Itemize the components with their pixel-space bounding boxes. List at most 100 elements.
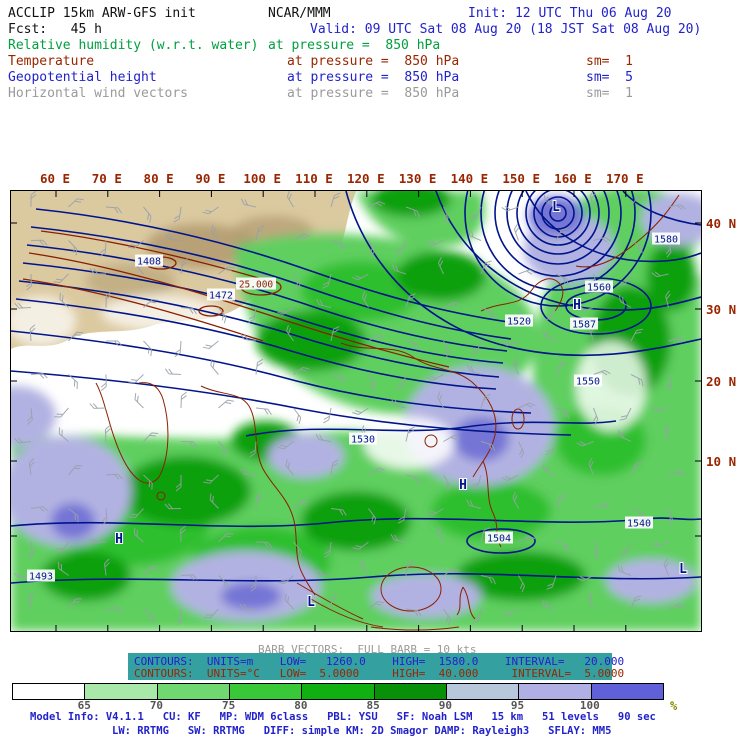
height-contour-label: 1580 — [654, 235, 678, 246]
wind-barb — [368, 334, 385, 342]
height-contour-label: 1504 — [487, 534, 511, 545]
wind-barb — [293, 541, 302, 558]
wind-barb — [27, 541, 34, 559]
wind-barb — [513, 357, 519, 375]
contour-label-bg — [625, 516, 653, 529]
wind-barb — [518, 269, 536, 275]
wind-barb — [592, 407, 599, 425]
wind-barb — [360, 559, 369, 576]
wind-barb — [330, 240, 346, 250]
field-rh-level: at pressure = 850 hPa — [268, 38, 441, 53]
wind-barb — [89, 268, 107, 275]
wind-barb — [249, 441, 257, 458]
wind-barb — [100, 374, 107, 391]
wind-barb — [501, 474, 519, 481]
valid-time-label: Valid: 09 UTC Sat 08 Aug 20 (18 JST Sat … — [310, 22, 702, 37]
wind-barb — [68, 198, 84, 208]
wind-barb — [593, 236, 611, 243]
low-marker: L — [552, 200, 560, 215]
wind-barb — [651, 271, 669, 278]
wind-barb — [513, 223, 520, 241]
wind-barb — [180, 525, 186, 543]
field-hgt-level: at pressure = 850 hPa — [287, 70, 460, 85]
wind-barb — [397, 508, 407, 524]
wind-barb — [284, 593, 294, 610]
wind-barb — [14, 437, 32, 444]
wind-barb — [180, 441, 198, 448]
colorbar-tick: 80 — [294, 699, 308, 712]
wind-barb — [330, 508, 347, 516]
colorbar-unit: % — [670, 699, 678, 713]
model-info-line2: LW: RRTMG SW: RRTMG DIFF: simple KM: 2D … — [112, 725, 612, 737]
wind-barb — [99, 240, 107, 257]
wind-barb — [546, 575, 557, 590]
lon-label: 80 E — [143, 171, 174, 186]
lon-label: 140 E — [450, 171, 489, 186]
wind-barb — [250, 575, 257, 592]
wind-barb — [127, 240, 144, 249]
wind-barb — [619, 407, 632, 421]
lon-label: 70 E — [91, 171, 122, 186]
wind-barb — [666, 374, 673, 392]
wind-barb — [14, 302, 32, 309]
wind-barb — [544, 307, 557, 321]
wind-barb — [129, 508, 144, 518]
wind-barb — [53, 273, 69, 283]
field-temp-level: at pressure = 850 hPa — [287, 54, 460, 69]
wind-barb — [143, 206, 152, 223]
wind-barb — [651, 541, 669, 547]
high-marker: H — [573, 298, 581, 313]
colorbar — [12, 683, 664, 700]
wind-barb — [54, 407, 69, 418]
wind-barb — [390, 534, 407, 543]
wind-barb — [618, 273, 632, 286]
wind-barb — [443, 435, 461, 442]
wind-barb — [255, 225, 265, 241]
colorbar-segment — [518, 684, 591, 699]
wind-barb — [133, 527, 144, 543]
wind-barb — [203, 608, 219, 619]
field-wind-label: Horizontal wind vectors — [8, 86, 189, 101]
wind-barb — [30, 191, 37, 207]
wind-barbs-layer — [14, 191, 686, 626]
colorbar-tick: 75 — [222, 699, 236, 712]
wind-barb — [293, 407, 302, 424]
wind-barb — [351, 273, 369, 281]
wind-barb — [668, 204, 686, 210]
wind-barb — [405, 293, 416, 308]
wind-barb — [68, 465, 83, 476]
field-hgt-label: Geopotential height — [8, 70, 157, 85]
wind-barb — [239, 468, 257, 476]
wind-barb — [315, 568, 332, 576]
wind-barb — [143, 565, 158, 576]
wind-barb — [630, 374, 644, 387]
wind-barb — [240, 198, 257, 208]
wind-barb — [89, 537, 107, 544]
wind-barb — [128, 374, 144, 384]
wind-barb — [630, 195, 644, 208]
wind-barb — [176, 608, 183, 626]
wind-barb — [248, 307, 257, 323]
wind-barb — [286, 191, 294, 208]
height-contour-label: 1408 — [137, 257, 161, 268]
colorbar-segment — [13, 684, 85, 699]
contour-labels-layer: 1408 1472 1530 1520 1560 1580 1587 1550 1504 1540… — [27, 199, 688, 611]
map-panel: 1408 1472 1530 1520 1560 1580 1587 1550 1504 1540… — [10, 190, 702, 632]
wind-barb — [293, 233, 310, 241]
wind-barb — [395, 240, 407, 255]
colorbar-segment — [228, 684, 302, 699]
wind-barb — [210, 224, 219, 241]
contour-label-bg — [135, 254, 163, 267]
wind-barb — [405, 340, 421, 351]
wind-barb — [174, 340, 182, 358]
wind-barb — [368, 201, 386, 208]
wind-barb — [105, 606, 123, 613]
wind-barb — [26, 407, 33, 425]
wind-barb — [368, 508, 377, 525]
wind-barb — [315, 433, 332, 442]
wind-barb — [630, 240, 643, 254]
wind-barb — [620, 541, 632, 556]
wind-barb — [323, 407, 332, 424]
lon-label: 100 E — [243, 171, 282, 186]
